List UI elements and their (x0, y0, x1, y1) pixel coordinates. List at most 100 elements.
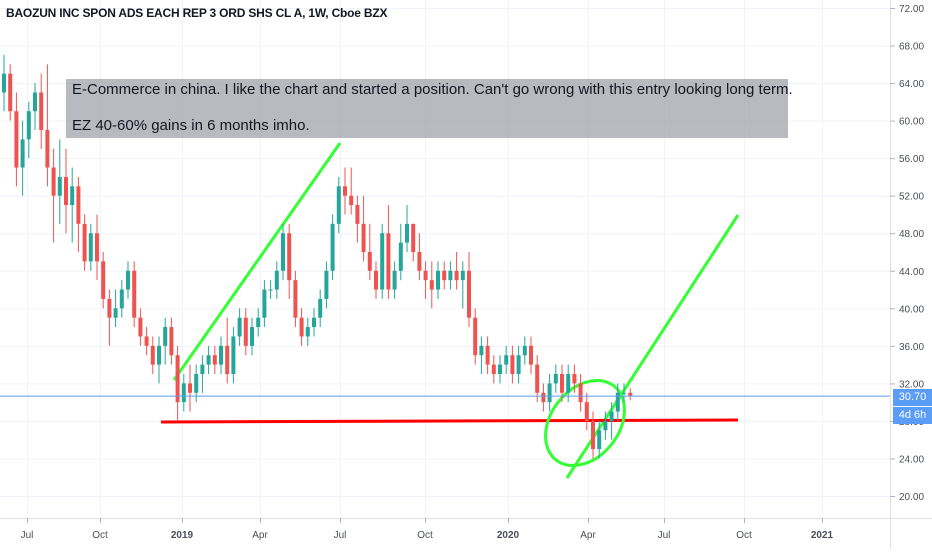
candle (330, 214, 335, 281)
candle (429, 261, 434, 309)
candle (231, 327, 236, 384)
candle (578, 374, 583, 412)
candle-body (312, 317, 316, 328)
candle-body (460, 270, 465, 281)
candle-body (522, 345, 527, 356)
candle-body (237, 317, 242, 337)
candle-body (219, 345, 223, 365)
candle (522, 336, 527, 365)
candle-body (411, 223, 416, 252)
candle-body (374, 270, 378, 290)
candle-body (429, 280, 434, 290)
candle (212, 345, 217, 374)
candle (138, 308, 143, 346)
candle-body (274, 270, 279, 290)
candle (584, 392, 589, 431)
candle (442, 261, 447, 290)
candle-body (144, 336, 149, 346)
candle (250, 317, 254, 356)
candle (417, 233, 422, 281)
x-tick-label: Oct (92, 530, 108, 541)
candle (615, 383, 620, 421)
x-tick-label: Oct (417, 530, 433, 541)
candle (529, 336, 533, 374)
candle (299, 308, 304, 346)
candle-body (454, 270, 459, 281)
candle-body (336, 186, 341, 224)
candle (318, 289, 323, 328)
candle (175, 345, 180, 421)
candle-body (20, 139, 25, 168)
candle (591, 411, 595, 459)
candle-body (82, 223, 87, 262)
candle (225, 317, 230, 384)
candle (609, 402, 614, 440)
candle-body (163, 327, 168, 346)
candle-body (51, 167, 56, 196)
candle-body (287, 233, 292, 281)
bar-countdown-badge: 4d 6h (893, 407, 932, 424)
candle (20, 120, 25, 196)
candle (188, 364, 192, 412)
y-tick-label: 48.00 (899, 229, 924, 240)
candle (516, 345, 521, 384)
candle-body (268, 289, 273, 291)
x-tick-label: 2021 (811, 530, 834, 541)
candle (355, 195, 360, 243)
candle-body (349, 195, 354, 206)
candle-body (473, 317, 478, 356)
candle-body (491, 364, 496, 374)
candle (113, 289, 118, 328)
candle-body (150, 345, 155, 365)
candle (572, 364, 577, 393)
candle-body (603, 420, 608, 431)
candle-body (57, 176, 62, 196)
candle (274, 261, 279, 299)
candle-body (485, 345, 490, 365)
candle (336, 176, 341, 234)
annotation-layer (160, 142, 740, 479)
y-tick-label: 68.00 (899, 42, 924, 53)
candle (405, 205, 409, 252)
candle-body (33, 92, 37, 112)
candle (107, 289, 112, 346)
projection-line (565, 214, 740, 479)
candle (126, 261, 130, 299)
candle (256, 308, 261, 337)
candle-body (231, 336, 236, 374)
candle-body (225, 345, 230, 374)
candle (243, 308, 248, 356)
candle-body (504, 355, 509, 365)
candle (448, 261, 453, 290)
candle (51, 148, 56, 243)
candle-body (76, 186, 81, 224)
y-tick-label: 56.00 (899, 154, 924, 165)
candle-body (194, 374, 199, 393)
candle-body (200, 364, 205, 374)
candle-body (609, 411, 614, 421)
candle-body (256, 317, 261, 328)
candle (14, 92, 19, 187)
candle-body (423, 270, 428, 281)
candle (8, 64, 13, 121)
candle-body (324, 270, 329, 299)
candle-body (64, 176, 68, 206)
candle (361, 195, 366, 262)
y-tick-label: 52.00 (899, 192, 924, 203)
candle-body (479, 345, 484, 356)
candle-body (386, 233, 391, 290)
candle-body (101, 261, 106, 299)
candle-body (113, 308, 118, 318)
candle-body (361, 223, 366, 252)
candle (423, 261, 428, 299)
annotation-note[interactable]: E-Commerce in china. I like the chart an… (66, 79, 793, 138)
candle-body (380, 233, 385, 290)
candle (380, 223, 385, 299)
candle-body (138, 317, 143, 337)
candle-body (95, 233, 99, 262)
candle-body (392, 270, 397, 290)
candle-body (628, 392, 633, 396)
y-tick-label: 24.00 (899, 454, 924, 465)
candle (603, 411, 608, 440)
y-tick-label: 72.00 (899, 4, 924, 15)
